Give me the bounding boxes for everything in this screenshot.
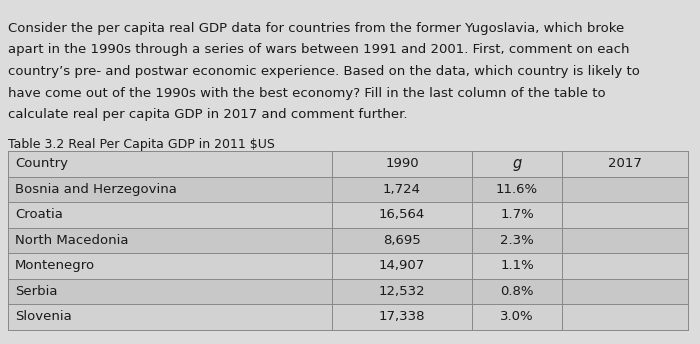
- Text: calculate real per capita GDP in 2017 and comment further.: calculate real per capita GDP in 2017 an…: [8, 108, 408, 121]
- Text: 17,338: 17,338: [379, 310, 425, 323]
- Bar: [8, 176, 688, 202]
- Text: 12,532: 12,532: [379, 285, 426, 298]
- Text: Country: Country: [15, 157, 68, 170]
- Bar: [8, 151, 688, 176]
- Text: 1.1%: 1.1%: [500, 259, 534, 272]
- Text: Slovenia: Slovenia: [15, 310, 72, 323]
- Bar: [8, 304, 688, 330]
- Text: Croatia: Croatia: [15, 208, 63, 221]
- Text: Consider the per capita real GDP data for countries from the former Yugoslavia, : Consider the per capita real GDP data fo…: [8, 22, 624, 35]
- Text: 8,695: 8,695: [383, 234, 421, 247]
- Text: North Macedonia: North Macedonia: [15, 234, 129, 247]
- Text: Table 3.2 Real Per Capita GDP in 2011 $US: Table 3.2 Real Per Capita GDP in 2011 $U…: [8, 138, 275, 151]
- Text: 1990: 1990: [385, 157, 419, 170]
- Text: 11.6%: 11.6%: [496, 183, 538, 196]
- Text: apart in the 1990s through a series of wars between 1991 and 2001. First, commen: apart in the 1990s through a series of w…: [8, 43, 630, 56]
- Bar: [8, 253, 688, 279]
- Text: Bosnia and Herzegovina: Bosnia and Herzegovina: [15, 183, 177, 196]
- Bar: [8, 279, 688, 304]
- Text: g: g: [512, 156, 522, 171]
- Text: 3.0%: 3.0%: [500, 310, 534, 323]
- Text: 1.7%: 1.7%: [500, 208, 534, 221]
- Text: country’s pre- and postwar economic experience. Based on the data, which country: country’s pre- and postwar economic expe…: [8, 65, 640, 78]
- Text: Serbia: Serbia: [15, 285, 57, 298]
- Text: 1,724: 1,724: [383, 183, 421, 196]
- Text: have come out of the 1990s with the best economy? Fill in the last column of the: have come out of the 1990s with the best…: [8, 86, 606, 99]
- Text: Montenegro: Montenegro: [15, 259, 95, 272]
- Text: 16,564: 16,564: [379, 208, 425, 221]
- Bar: [8, 227, 688, 253]
- Text: 14,907: 14,907: [379, 259, 425, 272]
- Text: 2.3%: 2.3%: [500, 234, 534, 247]
- Bar: [8, 202, 688, 227]
- Text: 2017: 2017: [608, 157, 642, 170]
- Text: 0.8%: 0.8%: [500, 285, 533, 298]
